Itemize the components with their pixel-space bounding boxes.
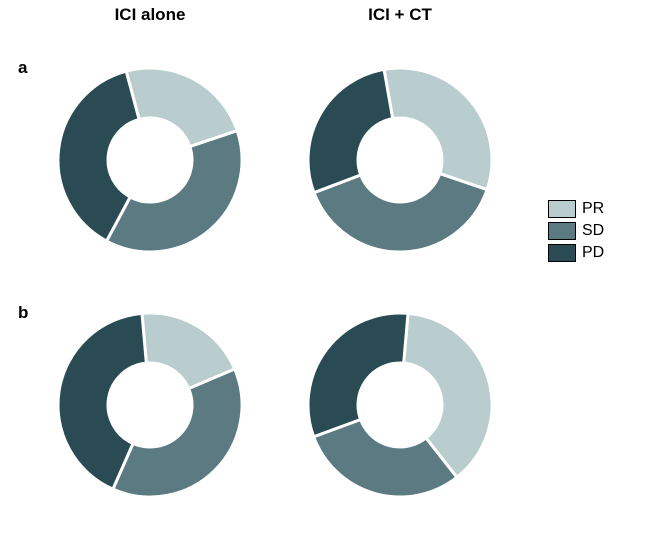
row-label-b: b [18, 303, 28, 323]
legend-item-pr: PR [548, 200, 604, 218]
col-header-left: ICI alone [50, 5, 250, 25]
legend-label-pd: PD [582, 244, 604, 262]
legend-label-pr: PR [582, 200, 604, 218]
donut-slice-sd [113, 369, 242, 497]
donut-slice-pd [308, 313, 408, 437]
row-label-a: a [18, 58, 27, 78]
row-label-a-text: a [18, 58, 27, 77]
donut-b-right [304, 309, 496, 501]
donut-a-right [304, 64, 496, 256]
legend-item-sd: SD [548, 222, 604, 240]
legend-swatch-sd [548, 222, 576, 240]
donut-slice-pr [384, 68, 492, 190]
row-label-b-text: b [18, 303, 28, 322]
legend-swatch-pd [548, 244, 576, 262]
donut-b-left [54, 309, 246, 501]
col-header-right-text: ICI + CT [368, 5, 432, 24]
donut-slice-sd [107, 131, 242, 252]
donut-slice-pd [308, 69, 393, 192]
figure-root: ICI alone ICI + CT a b PR SD PD [0, 0, 653, 545]
legend: PR SD PD [548, 200, 604, 266]
donut-a-left [54, 64, 246, 256]
legend-item-pd: PD [548, 244, 604, 262]
legend-swatch-pr [548, 200, 576, 218]
legend-label-sd: SD [582, 222, 604, 240]
donut-slice-sd [314, 174, 487, 252]
col-header-right: ICI + CT [300, 5, 500, 25]
col-header-left-text: ICI alone [115, 5, 186, 24]
